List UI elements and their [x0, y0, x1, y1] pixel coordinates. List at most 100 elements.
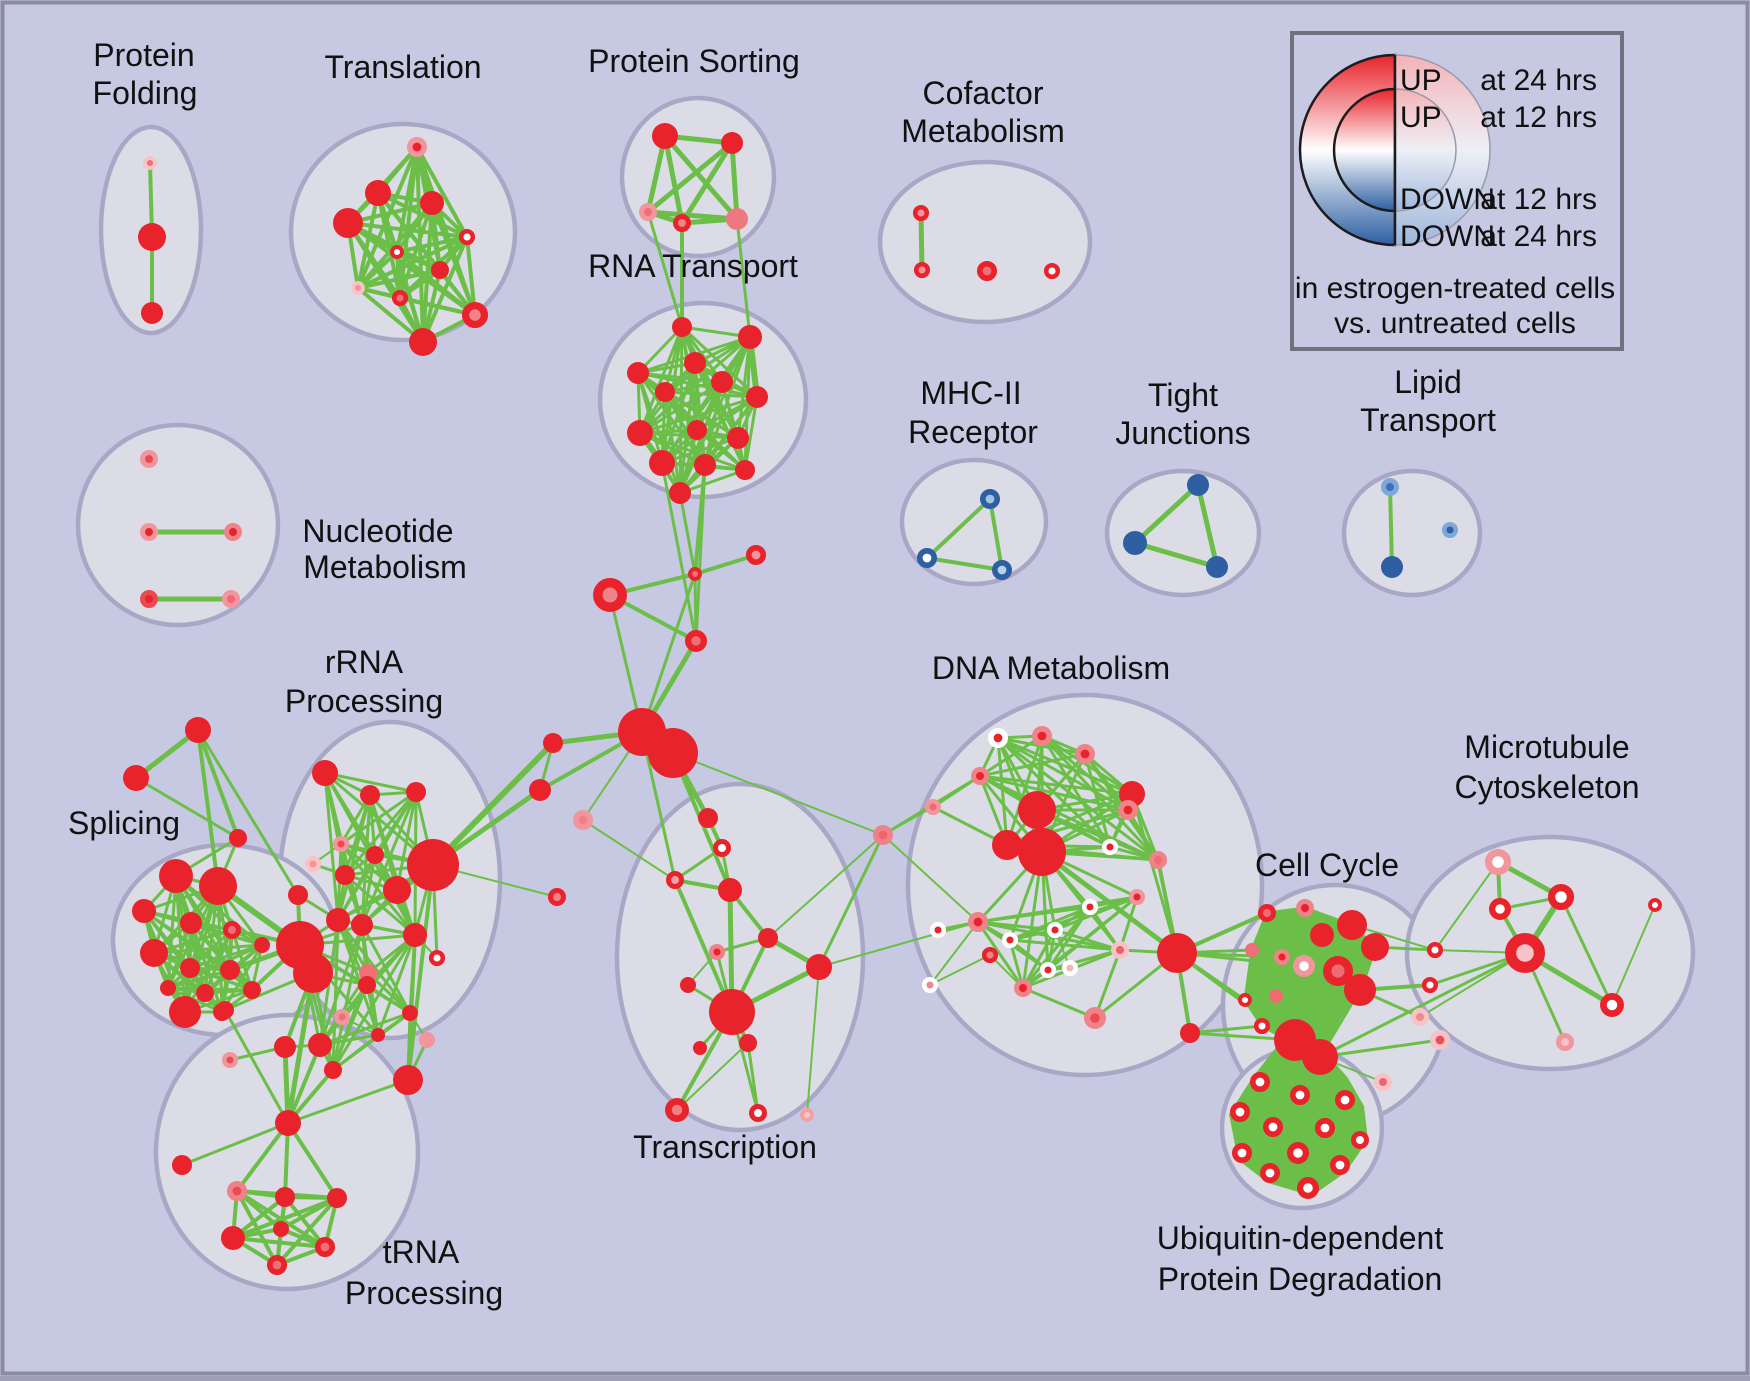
node-hub2[interactable] [648, 728, 698, 778]
node-dm15[interactable] [1061, 959, 1079, 977]
node-t8[interactable] [351, 281, 365, 295]
node-rr12[interactable] [288, 885, 308, 905]
node-ch3[interactable] [593, 578, 627, 612]
node-hbl2[interactable] [529, 779, 551, 801]
node-tx13[interactable] [800, 1108, 814, 1122]
node-mt1[interactable] [1484, 848, 1512, 876]
node-bb[interactable] [1157, 933, 1197, 973]
node-cc10[interactable] [1344, 974, 1376, 1006]
node-tx4[interactable] [718, 878, 742, 902]
node-tx11[interactable] [665, 1098, 689, 1122]
node-rt3[interactable] [627, 362, 649, 384]
node-t7[interactable] [431, 261, 449, 279]
node-tj1[interactable] [1187, 474, 1209, 496]
node-hbl3[interactable] [572, 809, 593, 830]
node-ub10[interactable] [1330, 1155, 1351, 1176]
node-cc7[interactable] [1273, 948, 1291, 966]
node-nm5[interactable] [222, 590, 240, 608]
node-mt6[interactable] [1648, 898, 1662, 912]
node-cc12[interactable] [1269, 989, 1283, 1003]
node-mt5[interactable] [1600, 993, 1624, 1017]
node-trc0[interactable] [273, 1221, 289, 1237]
node-cc5[interactable] [1361, 933, 1389, 961]
node-sp13[interactable] [243, 981, 261, 999]
node-tx7[interactable] [680, 977, 696, 993]
node-trc6[interactable] [266, 1255, 287, 1276]
node-dm19[interactable] [981, 946, 999, 964]
node-ub7[interactable] [1351, 1131, 1369, 1149]
node-dm20[interactable] [1039, 961, 1057, 979]
node-rr3[interactable] [406, 782, 426, 802]
node-ub8[interactable] [1232, 1143, 1253, 1164]
node-nm4[interactable] [140, 590, 158, 608]
node-cc11[interactable] [1238, 993, 1252, 1007]
node-dm13[interactable] [1046, 921, 1064, 939]
node-rr18[interactable] [308, 1033, 332, 1057]
node-trc3[interactable] [327, 1188, 347, 1208]
node-trh[interactable] [275, 1110, 301, 1136]
node-trc2[interactable] [275, 1187, 295, 1207]
node-rt9[interactable] [687, 420, 707, 440]
node-dm8[interactable] [1101, 838, 1119, 856]
node-ps1[interactable] [652, 123, 678, 149]
node-dm2[interactable] [1032, 725, 1053, 746]
node-rt7[interactable] [746, 386, 768, 408]
node-ub3[interactable] [1335, 1090, 1356, 1111]
node-sp2[interactable] [199, 867, 237, 905]
node-rr11[interactable] [403, 923, 427, 947]
node-dm17[interactable] [929, 921, 947, 939]
node-rt11[interactable] [649, 450, 675, 476]
node-tx8[interactable] [806, 954, 832, 980]
node-cc6[interactable] [1245, 943, 1259, 957]
node-tx2[interactable] [713, 839, 731, 857]
node-sp6[interactable] [140, 939, 168, 967]
node-cf2[interactable] [913, 261, 931, 279]
node-t9[interactable] [391, 289, 409, 307]
node-cf4[interactable] [1043, 262, 1061, 280]
node-dm22[interactable] [1083, 1006, 1106, 1029]
node-pf2[interactable] [138, 223, 166, 251]
node-mt3[interactable] [1488, 897, 1511, 920]
node-bb2[interactable] [1180, 1023, 1200, 1043]
node-rr2[interactable] [360, 785, 380, 805]
node-hbl1[interactable] [543, 733, 563, 753]
node-cc17[interactable] [1430, 1030, 1451, 1051]
node-rr15[interactable] [333, 1008, 351, 1026]
node-t4[interactable] [420, 191, 444, 215]
node-rr7[interactable] [366, 846, 384, 864]
node-sp4[interactable] [180, 912, 202, 934]
node-mtbig[interactable] [1504, 932, 1545, 973]
node-ub2[interactable] [1290, 1085, 1311, 1106]
node-rt1[interactable] [672, 317, 692, 337]
node-rr21[interactable] [274, 1036, 296, 1058]
node-dm23[interactable] [921, 976, 939, 994]
node-lp3[interactable] [1441, 521, 1459, 539]
node-t1[interactable] [406, 137, 427, 158]
node-tx6[interactable] [708, 943, 726, 961]
node-ch2[interactable] [745, 544, 766, 565]
node-rr20[interactable] [216, 1001, 234, 1019]
node-rrbig2[interactable] [293, 953, 333, 993]
node-rt2[interactable] [738, 325, 762, 349]
node-rt4[interactable] [684, 352, 706, 374]
node-mh2[interactable] [916, 547, 937, 568]
node-ub6[interactable] [1315, 1118, 1336, 1139]
node-lp1[interactable] [1381, 478, 1399, 496]
node-rr6[interactable] [335, 865, 355, 885]
node-cc4[interactable] [1337, 910, 1367, 940]
node-sp10[interactable] [196, 984, 214, 1002]
node-mt2[interactable] [1547, 883, 1575, 911]
node-tx9[interactable] [739, 1034, 757, 1052]
node-dm1[interactable] [987, 727, 1008, 748]
node-cc9[interactable] [1322, 956, 1353, 987]
node-sp3[interactable] [132, 899, 156, 923]
node-cc8[interactable] [1292, 954, 1315, 977]
node-cc13[interactable] [1253, 1017, 1271, 1035]
node-rrbig3[interactable] [393, 1065, 423, 1095]
node-trc1[interactable] [227, 1181, 248, 1202]
node-tj2[interactable] [1123, 531, 1147, 555]
node-rr10[interactable] [351, 914, 373, 936]
node-sp8[interactable] [220, 960, 240, 980]
node-sp5[interactable] [223, 921, 241, 939]
node-mh1[interactable] [979, 488, 1000, 509]
